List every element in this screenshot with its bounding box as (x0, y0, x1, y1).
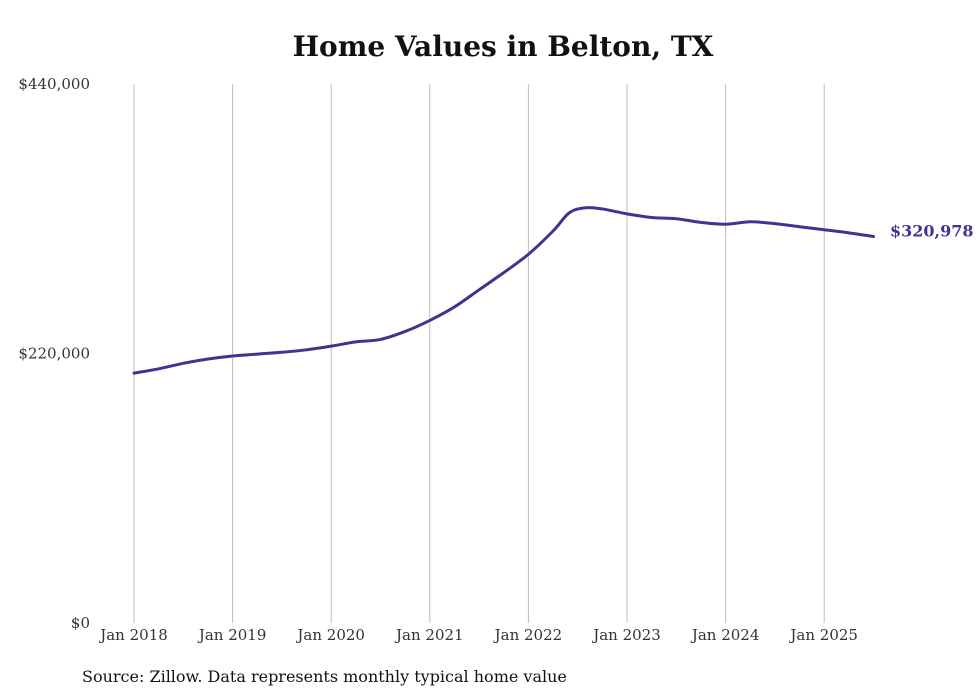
end-value-label: $320,978 (890, 222, 974, 241)
x-tick-label: Jan 2022 (493, 626, 563, 644)
source-note: Source: Zillow. Data represents monthly … (82, 667, 567, 686)
x-tick-label: Jan 2023 (591, 626, 661, 644)
x-tick-label: Jan 2024 (690, 626, 760, 644)
y-tick-label: $440,000 (18, 75, 90, 93)
x-tick-label: Jan 2025 (788, 626, 858, 644)
series-line (132, 206, 875, 375)
x-tick-label: Jan 2020 (295, 626, 365, 644)
x-tick-label: Jan 2021 (394, 626, 464, 644)
y-tick-label: $0 (71, 614, 90, 632)
x-tick-label: Jan 2018 (98, 626, 168, 644)
x-tick-label: Jan 2019 (197, 626, 267, 644)
y-tick-label: $220,000 (18, 345, 90, 363)
chart-title: Home Values in Belton, TX (292, 30, 714, 63)
